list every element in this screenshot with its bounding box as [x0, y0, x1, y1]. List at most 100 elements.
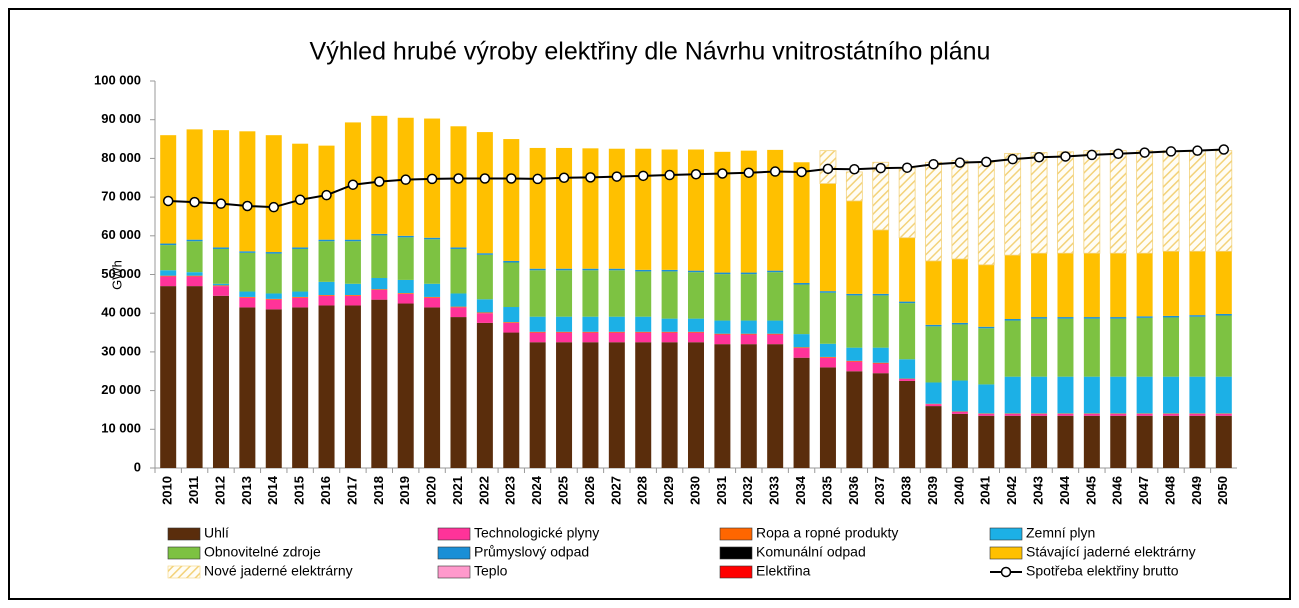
x-tick-label: 2026: [582, 476, 597, 505]
y-tick-label: 70 000: [101, 189, 141, 204]
legend-label: Ropa a ropné produkty: [756, 525, 898, 541]
bar-segment: [212, 295, 229, 468]
bar-segment: [476, 253, 493, 255]
bar-segment: [740, 344, 757, 468]
bar-segment: [1215, 150, 1233, 252]
bar-segment: [899, 378, 916, 381]
line-marker: [1007, 153, 1018, 165]
bar-segment: [371, 299, 388, 468]
line-marker: [1112, 148, 1124, 160]
bar-segment: [1215, 413, 1232, 416]
bar-segment: [503, 322, 520, 323]
bar-segment: [714, 151, 731, 273]
y-tick-label: 100 000: [94, 72, 141, 87]
bar-segment: [529, 331, 546, 333]
legend-swatch: [167, 565, 201, 579]
bar-segment: [661, 342, 678, 468]
bar-segment: [212, 285, 229, 287]
bar-segment: [977, 161, 995, 266]
y-tick-label: 30 000: [101, 343, 141, 358]
bar-segment: [529, 332, 546, 343]
bar-segment: [1031, 318, 1048, 377]
bar-segment: [371, 233, 388, 236]
bar-segment: [767, 334, 784, 345]
bar-segment: [503, 262, 520, 308]
bar-segment: [1215, 313, 1232, 316]
bar-segment: [1163, 315, 1180, 318]
bar-segment: [1030, 152, 1048, 254]
bar-segment: [1057, 253, 1074, 318]
bar-segment: [1004, 415, 1021, 468]
bar-segment: [872, 161, 890, 231]
line-marker: [374, 176, 385, 187]
bar-segment: [582, 148, 599, 269]
legend-swatch: [719, 565, 753, 579]
x-tick-label: 2018: [371, 476, 386, 505]
bar-segment: [1163, 317, 1180, 377]
bar-segment: [1083, 376, 1100, 414]
line-marker: [294, 194, 306, 206]
bar-segment: [793, 348, 810, 358]
bar-segment: [344, 295, 361, 306]
bar-segment: [1057, 413, 1074, 416]
bar-segment: [424, 283, 441, 297]
bar-segment: [476, 313, 493, 323]
bar-segment: [714, 320, 731, 334]
bar-segment: [951, 411, 968, 414]
bar-segment: [1083, 318, 1100, 377]
bar-segment: [608, 332, 625, 343]
legend-swatch: [719, 546, 753, 560]
bar-segment: [899, 359, 916, 379]
y-tick-label: 20 000: [101, 382, 141, 397]
bar-segment: [1215, 415, 1232, 468]
bar-segment: [186, 129, 203, 240]
bar-segment: [978, 328, 995, 385]
bar-segment: [556, 342, 573, 468]
x-tick-label: 2023: [503, 476, 518, 505]
bar-segment: [371, 289, 388, 300]
bar-segment: [925, 326, 942, 383]
bar-segment: [160, 276, 177, 287]
bar-segment: [160, 245, 177, 271]
bar-segment: [186, 241, 203, 273]
x-tick-label: 2012: [212, 476, 227, 505]
line-marker: [532, 173, 543, 185]
line-marker: [215, 198, 227, 209]
bar-segment: [951, 159, 969, 260]
bar-segment: [265, 299, 282, 310]
bar-segment: [556, 332, 573, 343]
bar-segment: [793, 283, 810, 285]
line-marker: [1033, 151, 1045, 163]
line-marker: [321, 189, 332, 201]
bar-segment: [978, 326, 995, 329]
line-marker: [690, 169, 702, 180]
bar-segment: [899, 301, 916, 304]
bar-segment: [608, 270, 625, 317]
bar-segment: [978, 415, 995, 468]
bar-segment: [1189, 150, 1206, 252]
bar-segment: [344, 241, 361, 284]
y-tick-label: 50 000: [101, 266, 141, 281]
bar-segment: [1189, 415, 1206, 468]
bar-segment: [1057, 415, 1074, 468]
bar-segment: [1004, 319, 1021, 321]
bar-segment: [872, 293, 889, 296]
bar-segment: [397, 237, 414, 280]
bar-segment: [265, 309, 282, 468]
legend-label: Technologické plyny: [474, 525, 599, 541]
x-tick-label: 2031: [714, 476, 729, 505]
x-tick-label: 2035: [819, 476, 834, 505]
bar-segment: [529, 268, 546, 271]
bar-segment: [1189, 315, 1206, 317]
bar-segment: [740, 334, 757, 345]
line-marker: [558, 172, 570, 183]
bar-segment: [1215, 315, 1232, 377]
bar-segment: [608, 342, 625, 468]
legend-swatch: [989, 546, 1023, 560]
bar-segment: [1162, 150, 1180, 252]
bar-segment: [318, 281, 335, 296]
bar-segment: [1110, 317, 1127, 319]
bar-segment: [819, 356, 836, 358]
bar-segment: [635, 316, 652, 332]
